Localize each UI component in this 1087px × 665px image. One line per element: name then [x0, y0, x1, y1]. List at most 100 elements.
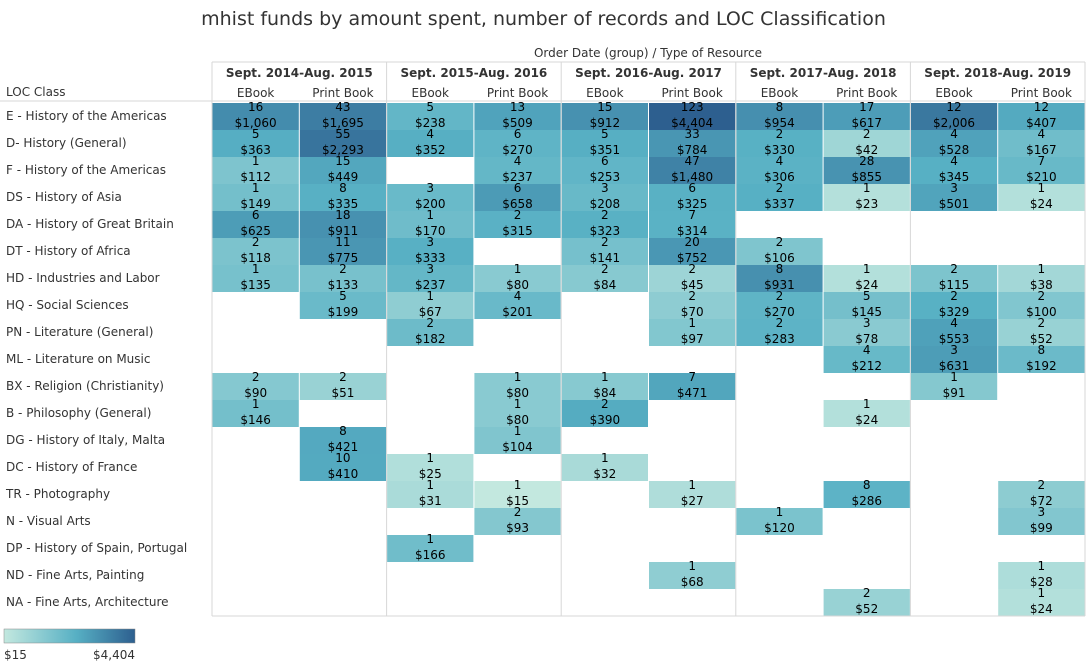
cell-amount-label: $253: [590, 170, 621, 184]
row-label: N - Visual Arts: [6, 514, 91, 528]
heatmap-cell: [212, 265, 299, 292]
cell-amount-label: $99: [1030, 521, 1053, 535]
heatmap-cell: [212, 238, 299, 265]
heatmap-cell: [474, 400, 561, 427]
cell-amount-label: $52: [1030, 332, 1053, 346]
cell-amount-label: $51: [331, 386, 354, 400]
cell-count-label: 4: [1038, 127, 1046, 141]
cell-count-label: 3: [426, 262, 434, 276]
heatmap-cell: [649, 184, 736, 211]
cell-count-label: 1: [426, 451, 434, 465]
heatmap-cell: [561, 211, 648, 238]
row-label: HD - Industries and Labor: [6, 271, 160, 285]
heatmap-cell: [299, 373, 387, 400]
cell-amount-label: $115: [939, 278, 970, 292]
heatmap-cell: [998, 346, 1085, 373]
cell-count-label: 2: [426, 316, 434, 330]
cell-amount-label: $84: [593, 278, 616, 292]
cell-amount-label: $32: [593, 467, 616, 481]
cell-count-label: 6: [688, 181, 696, 195]
cell-amount-label: $553: [939, 332, 970, 346]
heatmap-cell: [910, 157, 998, 184]
cell-count-label: 1: [514, 262, 522, 276]
heatmap-cell: [387, 238, 474, 265]
cell-count-label: 1: [688, 478, 696, 492]
heatmap-cell: [474, 184, 561, 211]
cell-count-label: 2: [601, 208, 609, 222]
cell-amount-label: $509: [502, 116, 533, 130]
heatmap-cell: [561, 373, 648, 400]
type-header: Print Book: [1011, 86, 1072, 100]
type-header: Print Book: [662, 86, 723, 100]
cell-count-label: 8: [339, 181, 347, 195]
heatmap-cell: [736, 319, 823, 346]
chart-title: mhist funds by amount spent, number of r…: [201, 8, 886, 30]
row-label: DP - History of Spain, Portugal: [6, 541, 187, 555]
cell-amount-label: $410: [328, 467, 359, 481]
cell-count-label: 4: [426, 127, 434, 141]
cell-count-label: 2: [863, 127, 871, 141]
cell-count-label: 1: [514, 478, 522, 492]
cell-amount-label: $80: [506, 386, 529, 400]
cell-amount-label: $45: [681, 278, 704, 292]
heatmap-cell: [561, 157, 648, 184]
row-label: ML - Literature on Music: [6, 352, 150, 366]
color-legend: $15 $4,404: [3, 628, 136, 662]
cell-amount-label: $167: [1026, 143, 1057, 157]
cell-count-label: 12: [1034, 100, 1049, 114]
heatmap-cell: [998, 481, 1085, 508]
cell-amount-label: $335: [328, 197, 359, 211]
cell-amount-label: $70: [681, 305, 704, 319]
cell-amount-label: $752: [677, 251, 708, 265]
cell-amount-label: $330: [764, 143, 795, 157]
heatmap-cell: [387, 454, 474, 481]
heatmap-cell: [998, 319, 1085, 346]
period-header: Sept. 2018-Aug. 2019: [924, 66, 1071, 80]
cell-count-label: 3: [426, 181, 434, 195]
cell-count-label: 5: [863, 289, 871, 303]
heatmap-cell: [299, 130, 387, 157]
cell-count-label: 1: [601, 451, 609, 465]
cell-count-label: 33: [685, 127, 700, 141]
legend-max-label: $4,404: [93, 648, 135, 662]
heatmap-cell: [212, 130, 299, 157]
type-header: EBook: [935, 86, 972, 100]
cell-count-label: 4: [514, 289, 522, 303]
heatmap-cell: [649, 238, 736, 265]
cell-count-label: 3: [950, 343, 958, 357]
heatmap-cell: [387, 481, 474, 508]
cell-count-label: 10: [335, 451, 350, 465]
cell-amount-label: $270: [502, 143, 533, 157]
heatmap-cell: [387, 211, 474, 238]
cell-amount-label: $323: [590, 224, 621, 238]
heatmap-cell: [474, 292, 561, 319]
cell-amount-label: $192: [1026, 359, 1057, 373]
cell-amount-label: $201: [502, 305, 533, 319]
type-header: EBook: [761, 86, 798, 100]
cell-amount-label: $38: [1030, 278, 1053, 292]
cell-count-label: 123: [681, 100, 704, 114]
cell-count-label: 2: [776, 316, 784, 330]
cell-count-label: 5: [426, 100, 434, 114]
cell-amount-label: $170: [415, 224, 446, 238]
row-label: TR - Photography: [5, 487, 110, 501]
heatmap-cell: [387, 130, 474, 157]
heatmap-cell: [823, 319, 910, 346]
cell-amount-label: $2,293: [322, 143, 364, 157]
cell-count-label: 5: [252, 127, 260, 141]
heatmap-cell: [387, 265, 474, 292]
heatmap-cell: [474, 373, 561, 400]
cell-amount-label: $112: [240, 170, 271, 184]
cell-count-label: 2: [1038, 478, 1046, 492]
cell-amount-label: $93: [506, 521, 529, 535]
heatmap-cell: [299, 157, 387, 184]
cell-count-label: 3: [863, 316, 871, 330]
heatmap-cell: [823, 346, 910, 373]
heatmap-cell: [649, 130, 736, 157]
cell-amount-label: $52: [855, 602, 878, 616]
cell-amount-label: $106: [764, 251, 795, 265]
heatmap-cell: [736, 130, 823, 157]
cell-amount-label: $182: [415, 332, 446, 346]
row-label: DT - History of Africa: [6, 244, 131, 258]
heatmap-cell: [649, 103, 736, 130]
